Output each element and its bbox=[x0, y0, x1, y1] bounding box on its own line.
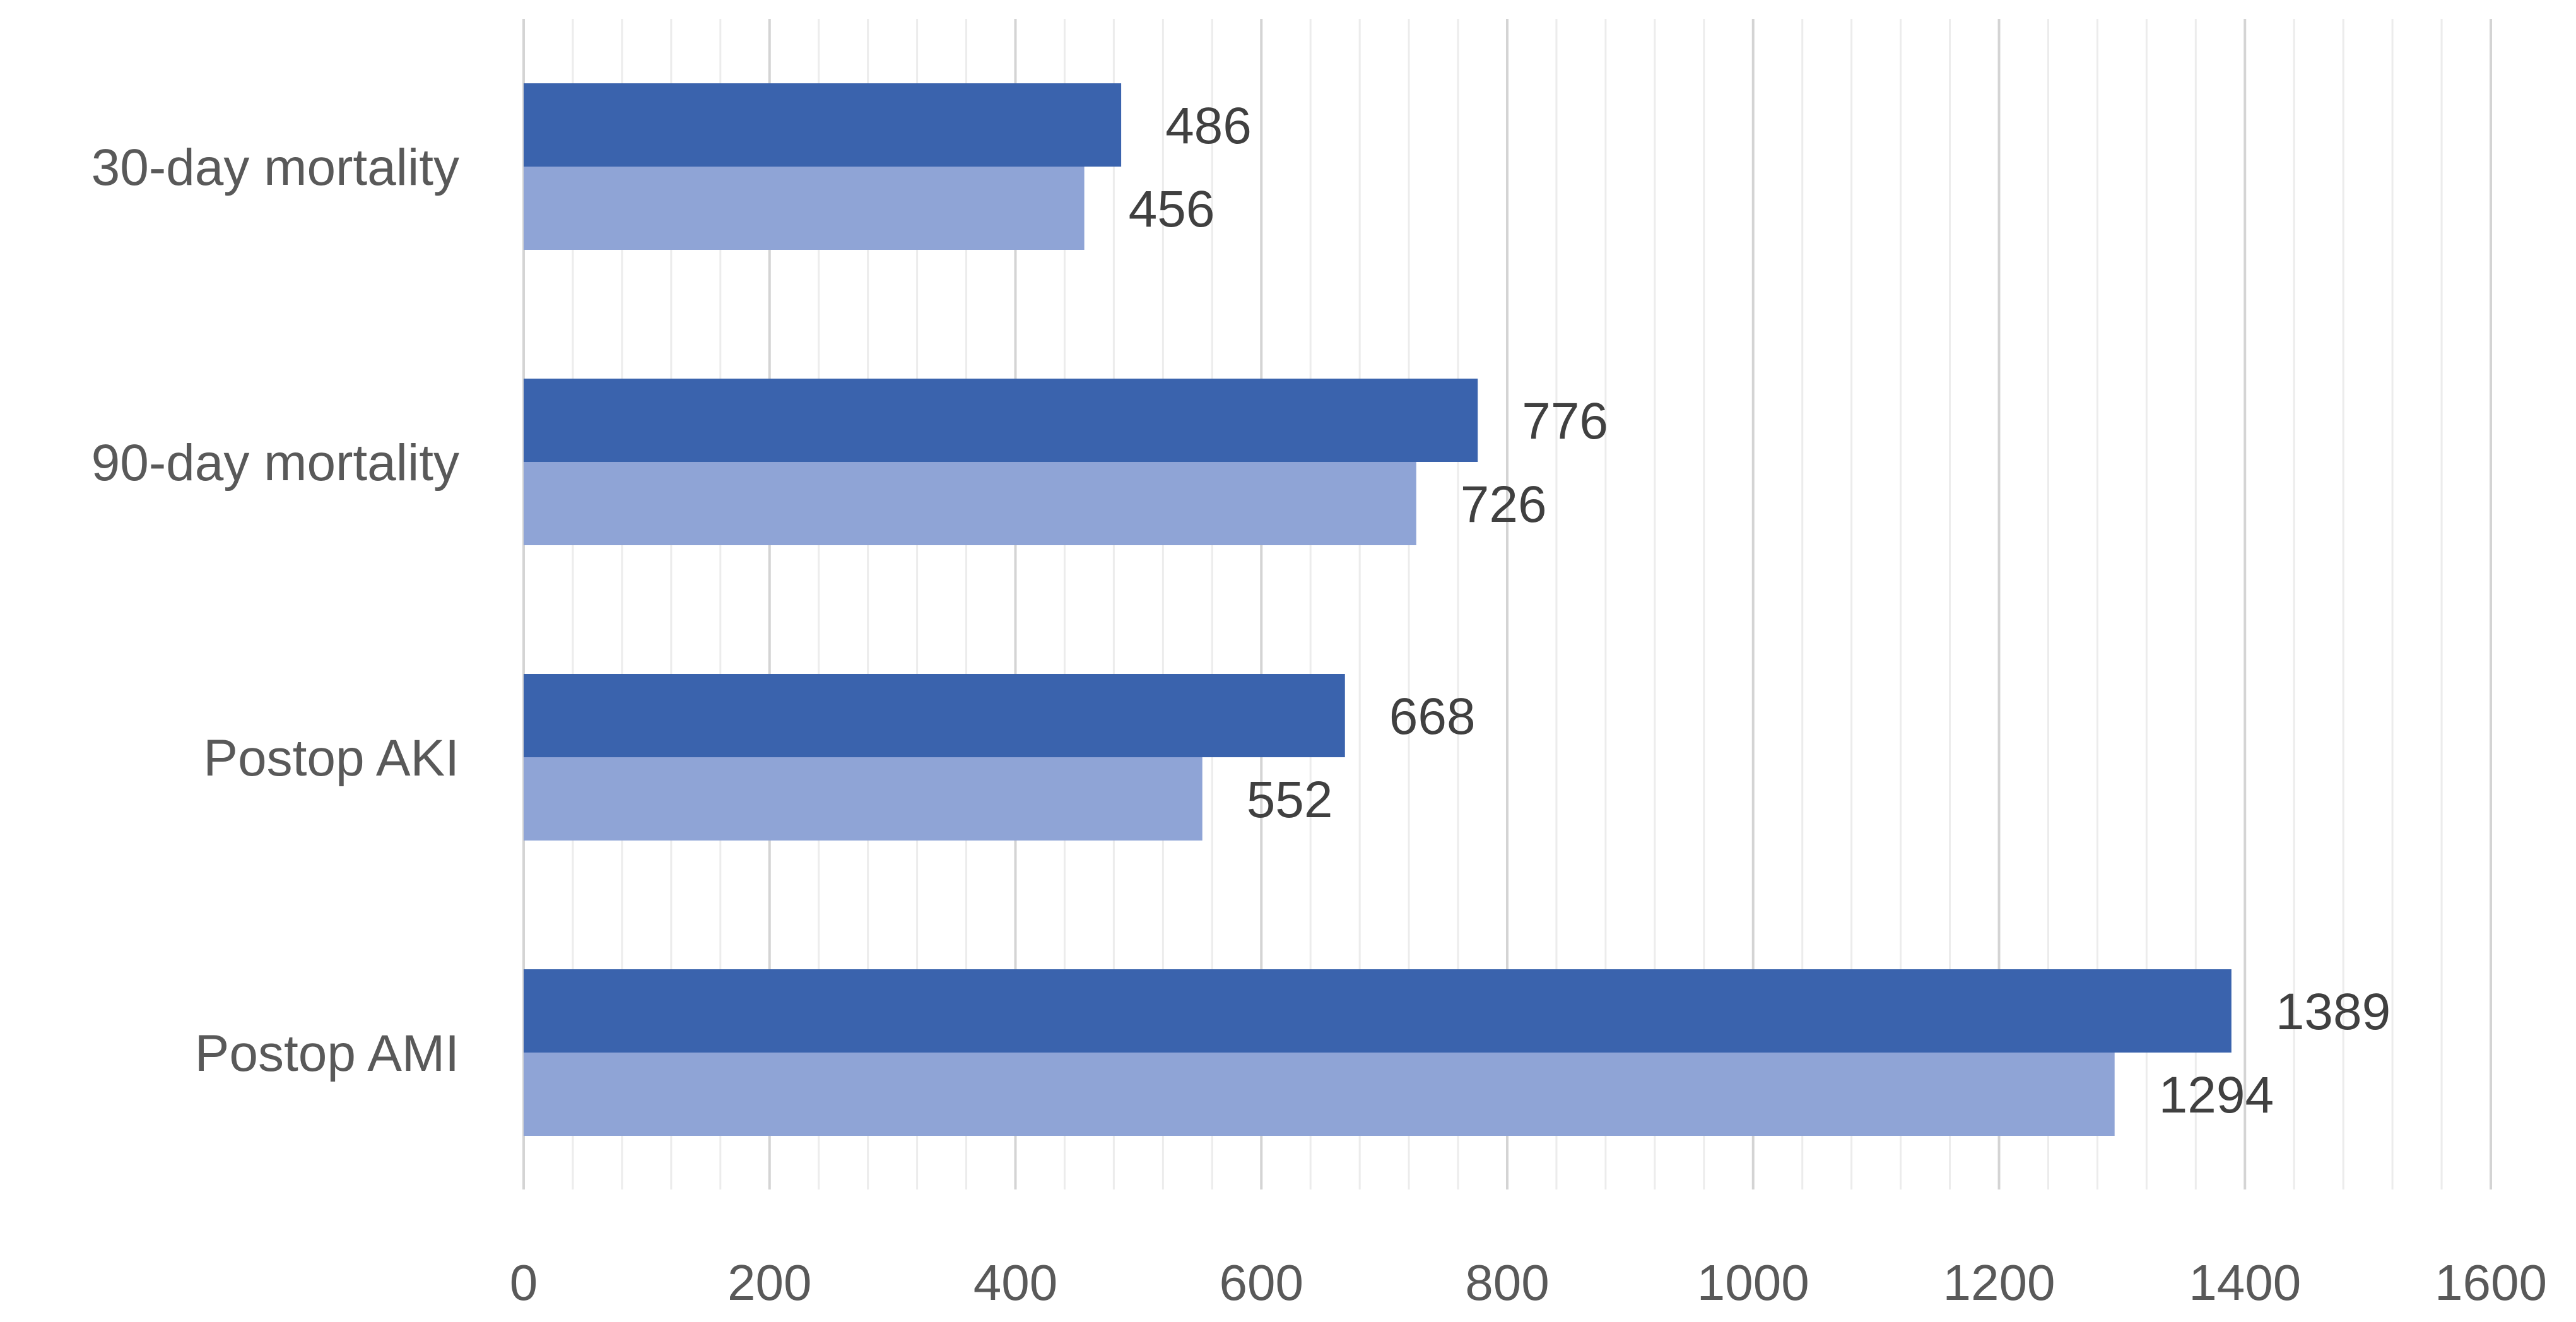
bar bbox=[524, 1053, 2115, 1136]
x-tick-label: 1000 bbox=[1697, 1254, 1809, 1311]
x-tick-label: 600 bbox=[1220, 1254, 1303, 1311]
x-tick-label: 200 bbox=[727, 1254, 811, 1311]
category-label: Postop AMI bbox=[195, 1025, 459, 1082]
category-label: 30-day mortality bbox=[91, 139, 459, 196]
bar bbox=[524, 462, 1416, 545]
data-label: 552 bbox=[1247, 771, 1333, 829]
category-labels: 30-day mortality 90-day mortality Postop A… bbox=[91, 139, 459, 1082]
data-label: 1294 bbox=[2159, 1066, 2274, 1124]
x-tick-labels: 0 200 400 600 800 1000 1200 1400 1600 bbox=[510, 1254, 2547, 1311]
x-tick-label: 800 bbox=[1465, 1254, 1549, 1311]
bar bbox=[524, 674, 1345, 757]
x-tick-label: 1400 bbox=[2189, 1254, 2301, 1311]
data-label: 668 bbox=[1389, 688, 1476, 745]
data-label: 486 bbox=[1165, 97, 1252, 155]
data-label: 726 bbox=[1461, 476, 1547, 533]
data-label: 456 bbox=[1129, 180, 1215, 238]
x-tick-label: 0 bbox=[510, 1254, 538, 1311]
data-label: 776 bbox=[1522, 392, 1608, 450]
bar bbox=[524, 757, 1203, 841]
x-tick-label: 1200 bbox=[1943, 1254, 2056, 1311]
bar bbox=[524, 379, 1478, 462]
data-label: 1389 bbox=[2276, 983, 2391, 1041]
bar bbox=[524, 167, 1085, 250]
category-label: 90-day mortality bbox=[91, 434, 459, 492]
bars bbox=[524, 83, 2232, 1136]
bar bbox=[524, 83, 1122, 167]
category-label: Postop AKI bbox=[203, 729, 459, 787]
x-tick-label: 1600 bbox=[2435, 1254, 2547, 1311]
x-tick-label: 400 bbox=[973, 1254, 1057, 1311]
bar bbox=[524, 969, 2232, 1053]
